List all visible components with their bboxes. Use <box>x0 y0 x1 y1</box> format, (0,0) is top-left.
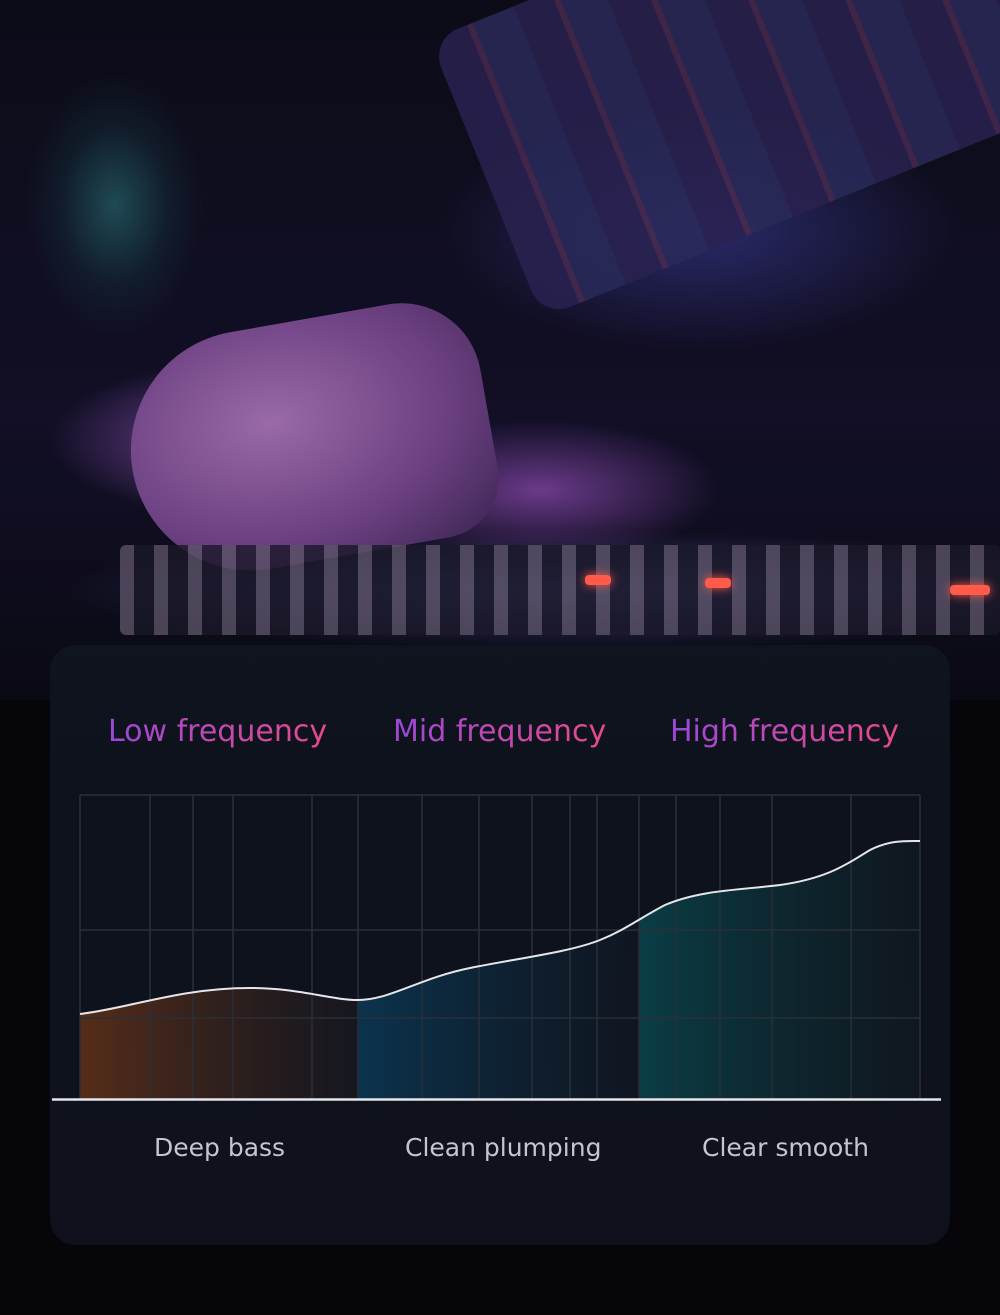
mixing-console <box>120 545 1000 635</box>
band-title-mid: Mid frequency <box>393 714 607 749</box>
grid <box>79 794 921 1099</box>
band-title-low: Low frequency <box>108 714 328 749</box>
band-title-high: High frequency <box>670 714 899 749</box>
response-curve <box>79 839 921 1015</box>
console-led <box>950 585 990 595</box>
console-led <box>705 578 731 588</box>
band-label-low: Deep bass <box>154 1133 286 1162</box>
high-band-fill <box>639 840 920 1099</box>
band-label-mid: Clean plumping <box>405 1133 602 1162</box>
low-band-fill <box>80 840 358 1099</box>
band-label-high: Clear smooth <box>702 1133 869 1162</box>
hero-photo-mixing-console <box>0 0 1000 700</box>
console-led <box>585 575 611 585</box>
